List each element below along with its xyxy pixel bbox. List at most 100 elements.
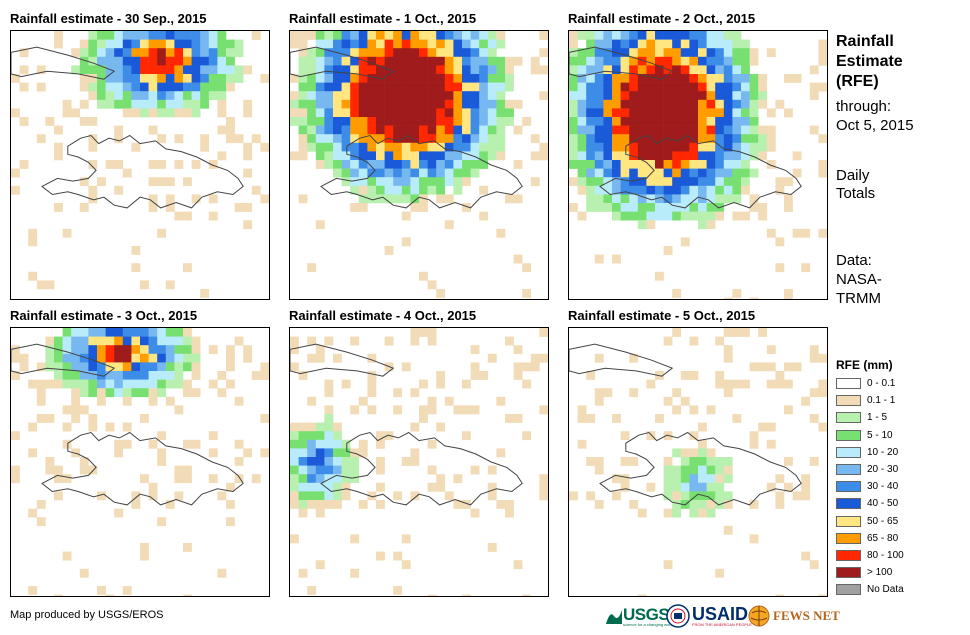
rainfall-cell [217,65,227,75]
rainfall-cell [217,48,227,58]
rainfall-cell [298,125,308,135]
rainfall-cell [655,99,664,109]
rainfall-cell [505,117,514,126]
rainfall-cell [290,448,299,458]
rainfall-cell [470,108,480,118]
rainfall-cell [419,177,428,187]
rainfall-cell [350,177,360,187]
rainfall-cell [732,185,742,195]
rainfall-cell [419,328,428,337]
rainfall-cell [594,353,604,363]
rainfall-cell [586,91,596,101]
rainfall-cell [513,414,523,423]
rainfall-cell [45,353,55,363]
rainfall-cell [384,168,394,178]
rainfall-cell [358,177,368,187]
rainfall-grid [569,328,827,596]
rainfall-cell [122,439,132,449]
rainfall-cell [410,91,420,101]
rainfall-cell [200,91,210,101]
rainfall-cell [401,74,411,83]
rainfall-cell [637,74,647,83]
rainfall-cell [384,246,394,255]
rainfall-cell [114,379,124,389]
rainfall-cell [741,74,750,83]
rainfall-cell [350,74,360,83]
rainfall-cell [350,65,360,75]
rainfall-cell [376,457,385,466]
rainfall-cell [333,422,342,432]
rainfall-cell [436,82,446,92]
rainfall-cell [689,474,699,484]
rainfall-cell [140,31,149,40]
rainfall-cell [444,56,454,66]
rainfall-cell [637,31,647,40]
rainfall-cell [496,82,506,92]
rainfall-cell [444,117,454,126]
rainfall-cell [165,396,175,406]
rainfall-cell [174,56,184,66]
rainfall-cell [689,82,699,92]
rainfall-cell [45,465,55,475]
rainfall-cell [315,31,325,40]
rainfall-cell [234,74,244,83]
rainfall-cell [637,160,647,169]
rainfall-cell [131,388,141,398]
rainfall-map-2[interactable] [289,30,549,300]
rainfall-cell [577,177,587,187]
rainfall-cell [114,125,124,135]
rainfall-map-6[interactable] [568,327,828,597]
rainfall-map-5[interactable] [289,327,549,597]
rainfall-cell [122,99,132,109]
rainfall-cell [505,500,514,509]
rainfall-cell [243,345,253,355]
rainfall-cell [680,108,690,118]
legend-label: 1 - 5 [867,412,888,424]
rainfall-cell [809,560,819,570]
rainfall-cell [183,177,192,187]
rainfall-cell [410,125,420,135]
rainfall-cell [315,482,325,492]
rainfall-cell [586,56,596,66]
rainfall-cell [479,65,489,75]
rainfall-map-3[interactable] [568,30,828,300]
rainfall-cell [462,91,471,101]
rainfall-cell [105,336,115,346]
rainfall-cell [165,99,175,109]
rainfall-cell [217,56,227,66]
rainfall-cell [62,353,72,363]
rainfall-cell [663,474,673,484]
rainfall-cell [401,82,411,92]
rainfall-cell [384,31,394,40]
rainfall-cell [376,91,385,101]
rainfall-map-4[interactable] [10,327,270,597]
rainfall-cell [723,500,733,509]
rainfall-cell [401,31,411,40]
rainfall-cell [148,65,158,75]
rainfall-cell [200,39,210,49]
legend-label: 20 - 30 [867,464,899,475]
rainfall-cell [384,194,394,204]
rainfall-cell [637,91,647,101]
rainfall-cell [401,125,411,135]
rainfall-cell [629,125,639,135]
rainfall-cell [131,56,141,66]
rainfall-cell [157,379,167,389]
rainfall-cell [79,379,89,389]
rainfall-map-1[interactable] [10,30,270,300]
legend-item: 80 - 100 [836,549,904,562]
rainfall-cell [594,125,604,135]
rainfall-cell [569,31,578,40]
rainfall-cell [715,168,725,178]
rainfall-cell [19,362,29,372]
rainfall-cell [324,431,334,441]
rainfall-cell [586,168,596,178]
rainfall-cell [358,185,368,195]
rainfall-cell [809,388,819,398]
rainfall-cell [367,405,377,415]
rainfall-cell [105,39,115,49]
rainfall-cell [157,65,167,75]
rainfall-cell [54,474,63,484]
rainfall-cell [646,220,656,230]
rainfall-cell [612,474,621,484]
